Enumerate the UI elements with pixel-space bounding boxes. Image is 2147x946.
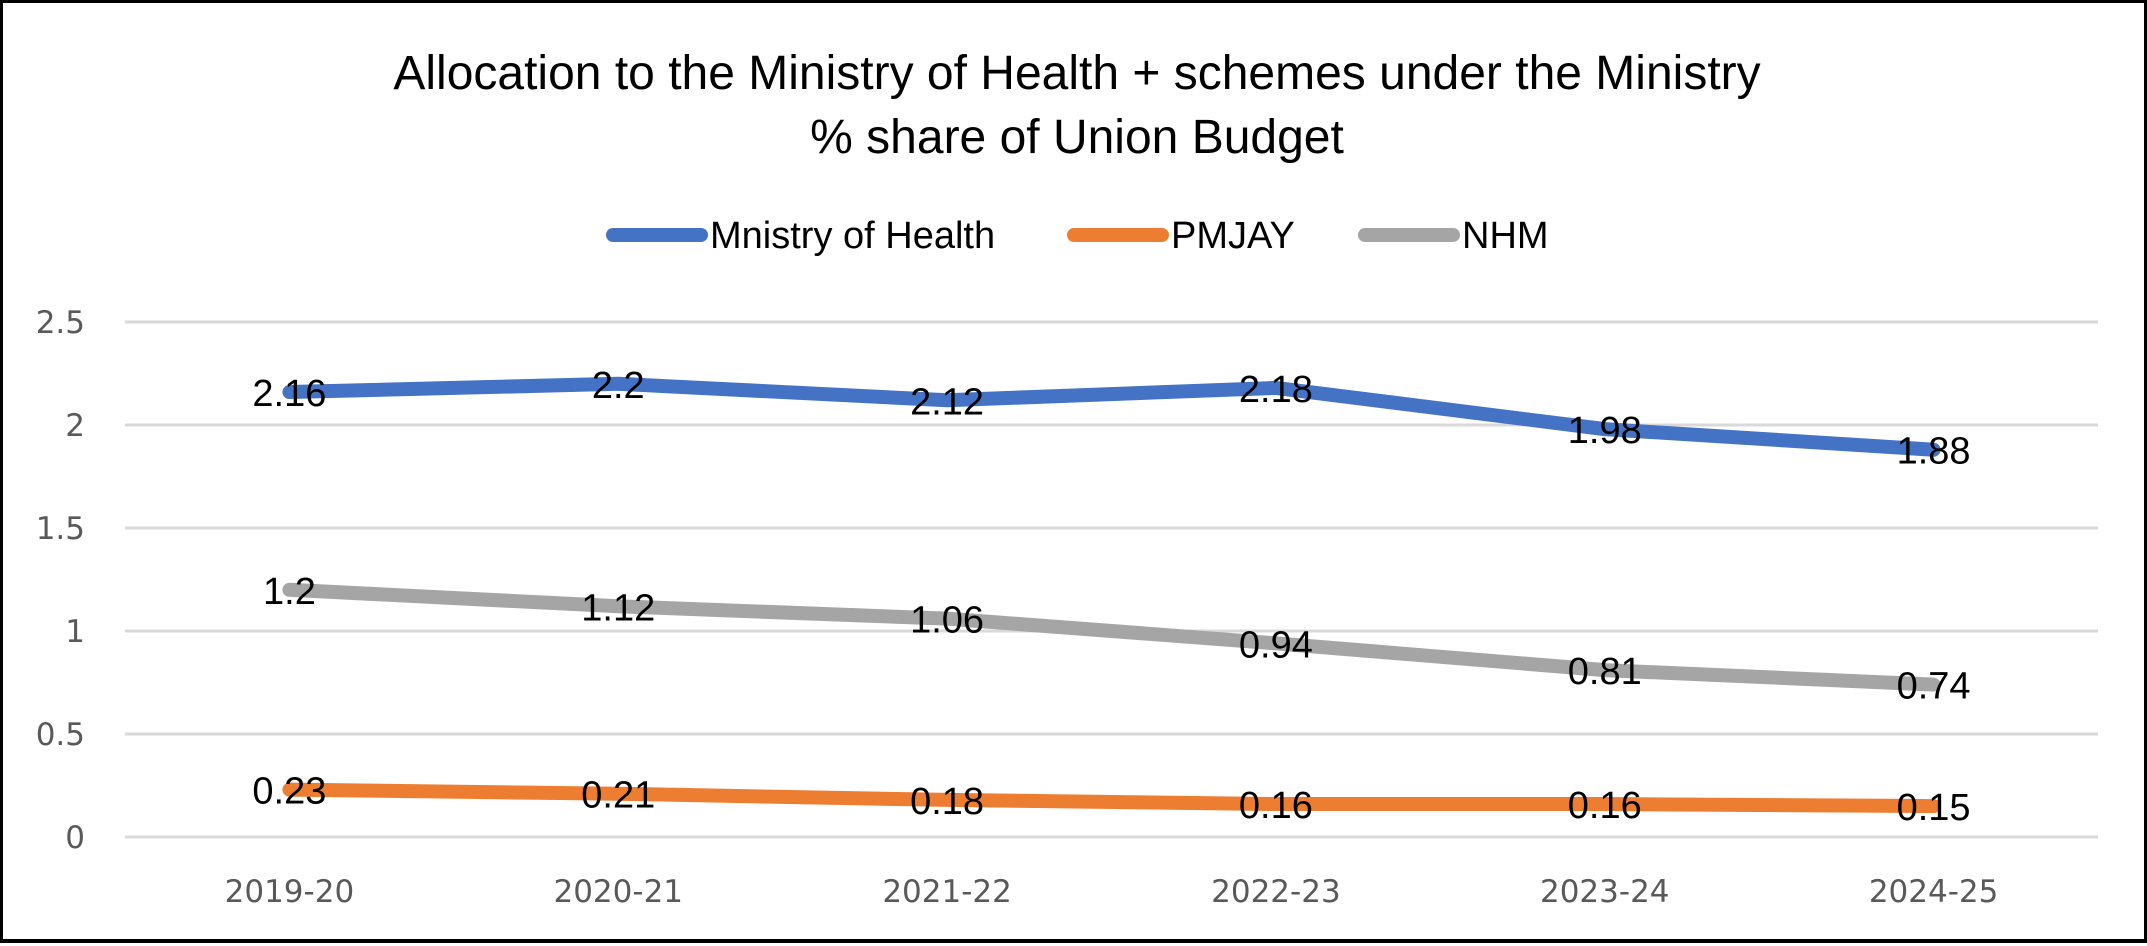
data-label-pmjay: 0.23 — [252, 771, 326, 813]
legend-label: NHM — [1462, 215, 1549, 257]
x-tick-label: 2023-24 — [1540, 874, 1670, 910]
line-chart: Allocation to the Ministry of Health + s… — [36, 47, 2098, 910]
series-line-pmjay — [282, 782, 1941, 814]
data-label-pmjay: 0.16 — [1239, 785, 1313, 827]
chart-subtitle: % share of Union Budget — [810, 111, 1344, 164]
y-axis-ticks: 0 0.5 1 1.5 2 2.5 — [36, 305, 85, 856]
y-tick-label: 1.5 — [36, 511, 85, 547]
legend-item-mnistry-of-health: Mnistry of Health — [606, 215, 995, 257]
y-tick-label: 0.5 — [36, 717, 85, 753]
y-tick-label: 0 — [65, 820, 85, 856]
x-tick-label: 2024-25 — [1869, 874, 1999, 910]
legend: Mnistry of Health PMJAY NHM — [606, 215, 1549, 257]
data-label-pmjay: 0.21 — [581, 775, 655, 817]
data-label-mnistry-of-health: 2.18 — [1239, 369, 1313, 411]
data-label-mnistry-of-health: 1.98 — [1568, 410, 1642, 452]
data-label-pmjay: 0.15 — [1897, 787, 1971, 829]
legend-label: PMJAY — [1171, 215, 1295, 257]
data-label-mnistry-of-health: 2.2 — [592, 365, 645, 407]
data-label-mnistry-of-health: 2.12 — [910, 381, 984, 423]
data-label-pmjay: 0.18 — [910, 781, 984, 823]
data-label-nhm: 1.2 — [263, 571, 316, 613]
data-label-nhm: 0.74 — [1897, 666, 1971, 708]
data-label-nhm: 1.06 — [910, 600, 984, 642]
data-label-mnistry-of-health: 1.88 — [1897, 431, 1971, 473]
x-tick-label: 2022-23 — [1211, 874, 1341, 910]
x-tick-label: 2019-20 — [225, 874, 355, 910]
data-label-mnistry-of-health: 2.16 — [252, 373, 326, 415]
x-axis-ticks: 2019-20 2020-21 2021-22 2022-23 2023-24 2024-… — [225, 874, 1999, 910]
series-lines — [282, 376, 1941, 814]
data-labels: 2.16 2.2 2.12 2.18 1.98 1.88 0.23 0.21 0.18 0.16 0… — [252, 365, 1970, 829]
y-tick-label: 2.5 — [36, 305, 85, 341]
y-tick-label: 1 — [65, 614, 85, 650]
series-line-mnistry-of-health — [282, 376, 1941, 457]
data-label-pmjay: 0.16 — [1568, 785, 1642, 827]
legend-item-pmjay: PMJAY — [1067, 215, 1295, 257]
legend-item-nhm: NHM — [1358, 215, 1549, 257]
x-tick-label: 2021-22 — [882, 874, 1012, 910]
data-label-nhm: 0.81 — [1568, 651, 1642, 693]
series-line-nhm — [282, 582, 1941, 692]
data-label-nhm: 1.12 — [581, 587, 655, 629]
data-label-nhm: 0.94 — [1239, 624, 1313, 666]
chart-title: Allocation to the Ministry of Health + s… — [393, 47, 1760, 100]
y-tick-label: 2 — [65, 408, 85, 444]
x-tick-label: 2020-21 — [553, 874, 683, 910]
legend-label: Mnistry of Health — [710, 215, 995, 257]
